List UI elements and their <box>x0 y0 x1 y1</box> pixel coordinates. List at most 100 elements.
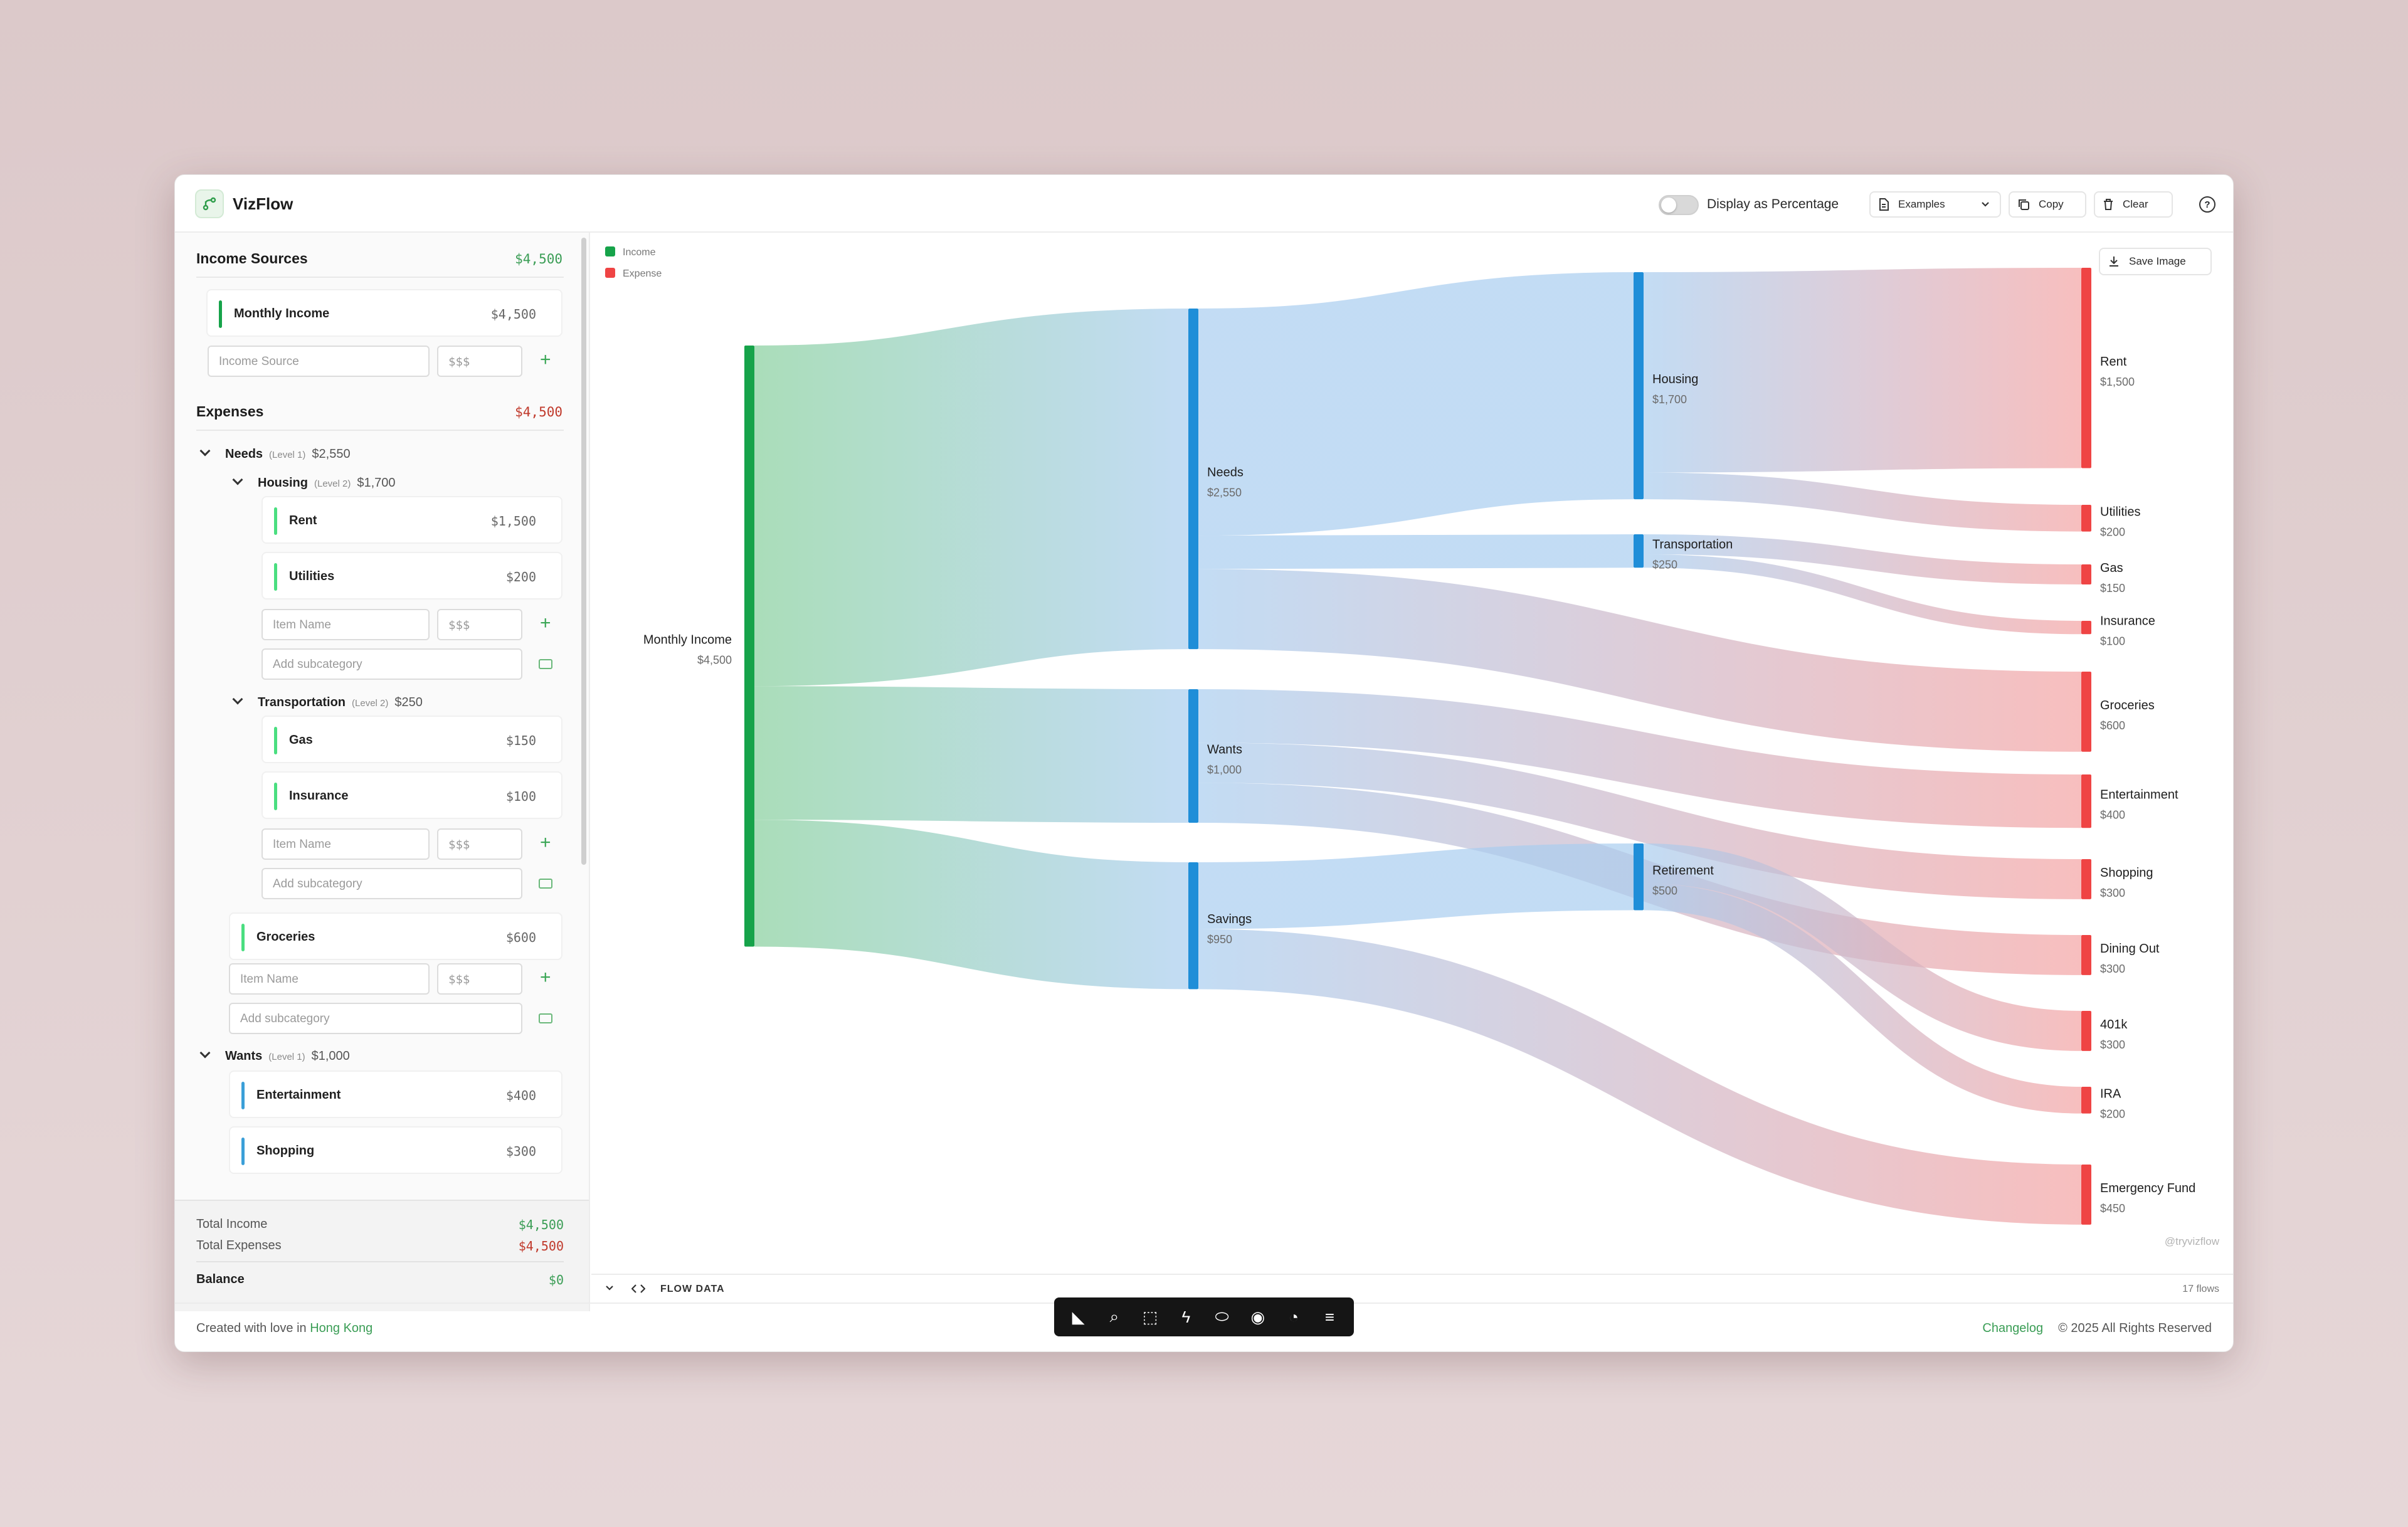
expense-item-rent[interactable]: Rent $1,500 <box>261 496 562 544</box>
node-bar-401k[interactable] <box>2081 1011 2091 1051</box>
lightning-icon[interactable]: ϟ <box>1181 1307 1191 1326</box>
expense-item-insurance[interactable]: Insurance $100 <box>261 771 562 819</box>
clear-button[interactable]: Clear <box>2094 191 2173 218</box>
node-bar-ira[interactable] <box>2081 1087 2091 1114</box>
add-income-plus-icon[interactable]: + <box>540 349 551 370</box>
broadcast-icon[interactable]: ◉ <box>1250 1307 1265 1326</box>
node-bar-monthly-income[interactable] <box>744 346 754 947</box>
income-item-monthly-income[interactable]: Monthly Income $4,500 <box>206 289 562 337</box>
flow-link-needs-to-housing[interactable] <box>1198 272 1634 536</box>
add-folder-icon[interactable] <box>539 879 552 889</box>
add-subcategory-input[interactable]: Add subcategory <box>229 1003 522 1034</box>
help-icon[interactable]: ? <box>2199 196 2215 213</box>
category-needs[interactable]: Needs (Level 1) $2,550 <box>225 447 351 462</box>
add-item-plus-icon[interactable]: + <box>540 832 551 853</box>
item-name-input[interactable]: Item Name <box>261 828 430 860</box>
search-icon[interactable]: ⌕ <box>1109 1307 1119 1326</box>
flow-link-needs-to-transportation[interactable] <box>1198 534 1634 569</box>
node-bar-groceries[interactable] <box>2081 672 2091 752</box>
node-bar-insurance[interactable] <box>2081 621 2091 635</box>
download-icon <box>2110 256 2118 267</box>
flow-link-monthly-income-to-savings[interactable] <box>754 820 1189 990</box>
node-bar-wants[interactable] <box>1188 689 1198 823</box>
income-amount-input[interactable]: $$$ <box>437 346 522 377</box>
add-item-plus-icon[interactable]: + <box>540 967 551 988</box>
copy-button[interactable]: Copy <box>2009 191 2086 218</box>
add-subcategory-input[interactable]: Add subcategory <box>261 648 522 680</box>
node-value-needs: $2,550 <box>1207 487 1242 499</box>
income-source-input[interactable]: Income Source <box>208 346 430 377</box>
flow-link-savings-to-emergency-fund[interactable] <box>1198 929 2082 1225</box>
menu-icon[interactable]: ≡ <box>1324 1307 1334 1326</box>
sidebar-scrollbar[interactable] <box>581 238 586 865</box>
flow-link-needs-to-groceries[interactable] <box>1198 569 2082 752</box>
chevron-down-icon[interactable] <box>232 694 243 705</box>
node-bar-retirement[interactable] <box>1634 843 1644 911</box>
select-icon[interactable]: ⬚ <box>1142 1307 1158 1326</box>
add-subcategory-input[interactable]: Add subcategory <box>261 868 522 899</box>
node-bar-dining-out[interactable] <box>2081 935 2091 975</box>
item-amount-input[interactable]: $$$ <box>437 828 522 860</box>
app-logo-icon <box>195 189 224 218</box>
flow-link-monthly-income-to-needs[interactable] <box>754 309 1189 687</box>
examples-dropdown[interactable]: Examples <box>1869 191 2001 218</box>
expense-item-entertainment[interactable]: Entertainment $400 <box>229 1070 562 1118</box>
node-bar-entertainment[interactable] <box>2081 774 2091 828</box>
chevron-down-icon[interactable] <box>232 474 243 485</box>
item-name: Utilities <box>289 569 335 583</box>
node-label-rent: Rent <box>2100 355 2127 369</box>
legend-swatch-income <box>605 246 615 256</box>
node-bar-gas[interactable] <box>2081 564 2091 584</box>
divider <box>196 277 564 278</box>
item-amount-input[interactable]: $$$ <box>437 609 522 640</box>
flow-link-housing-to-rent[interactable] <box>1643 268 2082 473</box>
flow-link-retirement-to-ira[interactable] <box>1643 883 2082 1114</box>
flow-link-transportation-to-gas[interactable] <box>1643 534 2082 584</box>
node-label-401k: 401k <box>2100 1018 2128 1032</box>
node-bar-needs[interactable] <box>1188 309 1198 650</box>
percentage-toggle[interactable] <box>1659 195 1699 215</box>
item-amount: $150 <box>505 733 536 748</box>
toggle-icon[interactable]: ⬭ <box>1215 1307 1229 1326</box>
add-folder-icon[interactable] <box>539 1013 552 1023</box>
divider <box>196 1261 564 1262</box>
category-value: $2,550 <box>312 447 351 461</box>
category-transportation[interactable]: Transportation (Level 2) $250 <box>258 695 423 710</box>
flow-link-housing-to-utilities[interactable] <box>1643 472 2082 532</box>
flow-link-transportation-to-insurance[interactable] <box>1643 554 2082 635</box>
node-bar-utilities[interactable] <box>2081 505 2091 532</box>
item-amount-input[interactable]: $$$ <box>437 963 522 995</box>
add-folder-icon[interactable] <box>539 659 552 669</box>
flow-link-retirement-to-401k[interactable] <box>1643 843 2082 1051</box>
save-image-button[interactable]: Save Image <box>2099 248 2212 275</box>
node-bar-savings[interactable] <box>1188 862 1198 990</box>
node-bar-transportation[interactable] <box>1634 534 1644 568</box>
add-item-plus-icon[interactable]: + <box>540 613 551 633</box>
category-housing[interactable]: Housing (Level 2) $1,700 <box>258 476 396 490</box>
expense-item-shopping[interactable]: Shopping $300 <box>229 1126 562 1174</box>
item-color-bar <box>241 1138 245 1165</box>
chevron-down-icon[interactable] <box>199 1047 211 1059</box>
node-value-shopping: $300 <box>2100 887 2125 899</box>
node-bar-rent[interactable] <box>2081 268 2091 468</box>
changelog-link[interactable]: Changelog <box>1982 1321 2044 1335</box>
flow-data-bar[interactable]: FLOW DATA 17 flows <box>591 1274 2233 1302</box>
expense-item-utilities[interactable]: Utilities $200 <box>261 552 562 600</box>
item-name-input[interactable]: Item Name <box>261 609 430 640</box>
chevron-down-icon[interactable] <box>199 445 211 457</box>
flow-link-wants-to-shopping[interactable] <box>1198 742 2082 899</box>
node-bar-shopping[interactable] <box>2081 859 2091 899</box>
credit-place-link[interactable]: Hong Kong <box>310 1321 373 1335</box>
logo-icon[interactable]: ◣ <box>1072 1307 1085 1326</box>
flow-link-wants-to-entertainment[interactable] <box>1198 689 2082 828</box>
chevron-down-icon[interactable] <box>605 1285 614 1291</box>
chart-icon[interactable]: ◔ <box>1289 1307 1299 1326</box>
item-name-input[interactable]: Item Name <box>229 963 430 995</box>
node-bar-housing[interactable] <box>1634 272 1644 500</box>
expense-item-groceries[interactable]: Groceries $600 <box>229 912 562 960</box>
flow-link-savings-to-retirement[interactable] <box>1198 843 1634 929</box>
node-bar-emergency-fund[interactable] <box>2081 1165 2091 1225</box>
expense-item-gas[interactable]: Gas $150 <box>261 716 562 763</box>
flow-link-monthly-income-to-wants[interactable] <box>754 686 1189 823</box>
category-wants[interactable]: Wants (Level 1) $1,000 <box>225 1049 350 1064</box>
